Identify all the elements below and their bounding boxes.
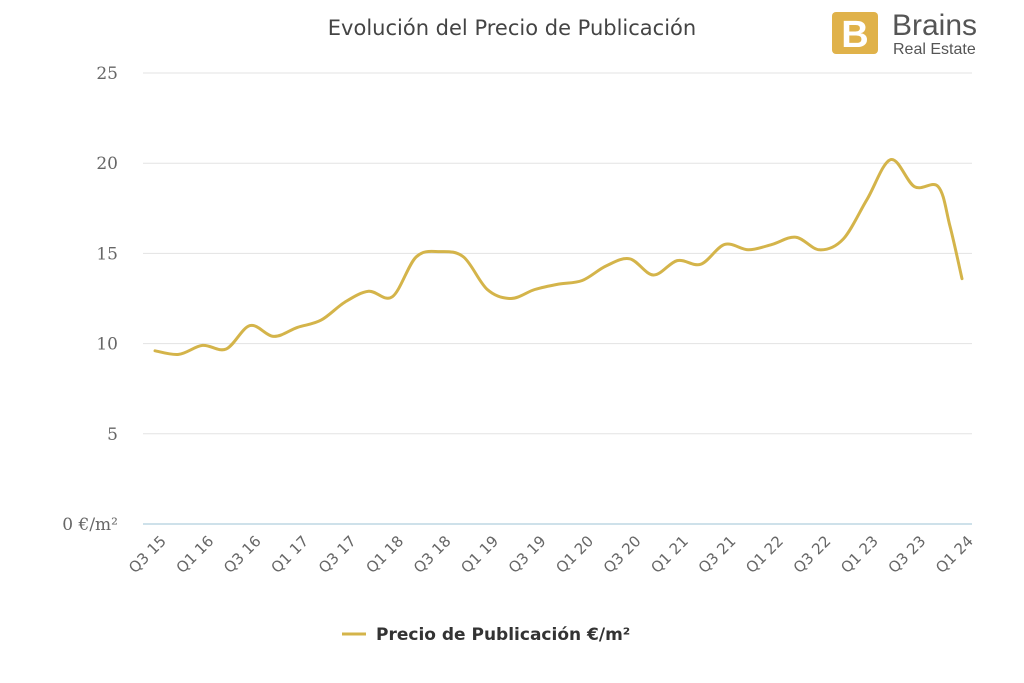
x-tick-label: Q1 18 [362, 532, 407, 577]
y-tick-label: 5 [107, 425, 118, 445]
x-tick-label: Q3 16 [220, 532, 265, 577]
x-tick-label: Q3 23 [885, 532, 930, 577]
logo-badge [832, 12, 878, 54]
logo-subtitle: Real Estate [893, 41, 976, 58]
logo-letter: B [841, 14, 868, 56]
x-tick-label: Q1 21 [647, 532, 692, 577]
x-tick-label: Q1 19 [457, 532, 502, 577]
x-tick-label: Q3 15 [125, 532, 170, 577]
legend-label: Precio de Publicación €/m² [376, 625, 630, 645]
x-tick-label: Q1 24 [932, 532, 977, 577]
x-tick-label: Q3 20 [600, 532, 645, 577]
x-tick-label: Q3 17 [315, 532, 360, 577]
y-tick-label: 0 €/m² [62, 515, 118, 535]
series-line-precio [153, 158, 964, 357]
x-tick-label: Q1 22 [742, 532, 787, 577]
x-tick-label: Q1 20 [552, 532, 597, 577]
x-tick-label: Q3 21 [695, 532, 740, 577]
chart-title: Evolución del Precio de Publicación [328, 16, 696, 40]
x-tick-label: Q3 22 [790, 532, 835, 577]
y-axis: 0 €/m² 5 10 15 20 25 [62, 64, 118, 535]
x-tick-label: Q3 19 [505, 532, 550, 577]
legend: Precio de Publicación €/m² [342, 625, 630, 645]
brand-logo: B Brains Real Estate [832, 9, 977, 58]
x-tick-label: Q1 23 [837, 532, 882, 577]
x-tick-label: Q3 18 [410, 532, 455, 577]
gridlines [143, 72, 972, 525]
x-axis: Q3 15 Q1 16 Q3 16 Q1 17 Q3 17 Q1 18 Q3 18 Q1 19… [125, 532, 977, 577]
x-tick-label: Q1 16 [173, 532, 218, 577]
y-tick-label: 25 [96, 64, 118, 84]
y-tick-label: 10 [96, 335, 118, 355]
x-tick-label: Q1 17 [268, 532, 313, 577]
series-layer [153, 158, 964, 357]
y-tick-label: 15 [96, 244, 118, 264]
logo-name: Brains [892, 9, 977, 42]
y-tick-label: 20 [96, 154, 118, 174]
